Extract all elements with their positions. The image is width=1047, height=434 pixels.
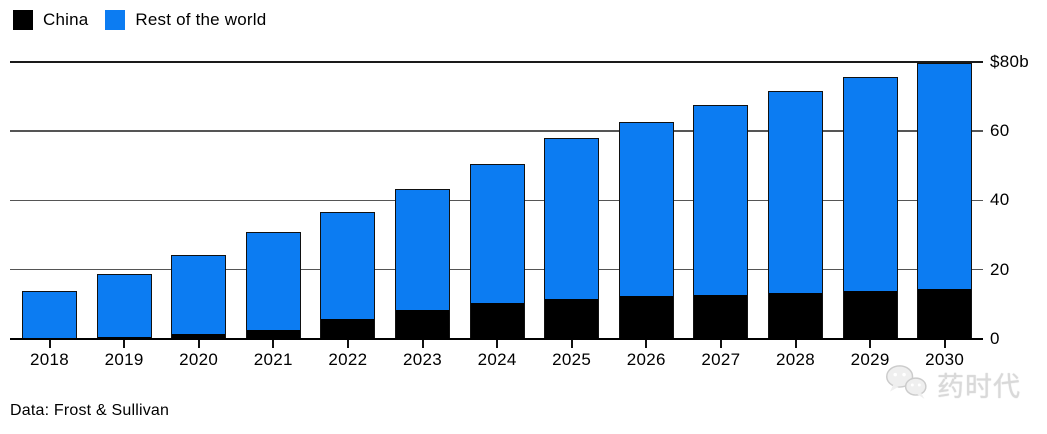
x-tick-2021 bbox=[272, 340, 275, 348]
x-axis-label-2027: 2027 bbox=[701, 350, 741, 369]
watermark-text: 药时代 bbox=[937, 372, 1021, 402]
bar-segment-china-2023 bbox=[396, 310, 449, 338]
bar-segment-china-2019 bbox=[97, 336, 151, 338]
bar-2023 bbox=[395, 188, 450, 339]
x-tick-2027 bbox=[719, 340, 722, 348]
bar-2027 bbox=[693, 104, 749, 339]
x-tick-2019 bbox=[123, 340, 126, 348]
y-axis-label-0: 0 bbox=[990, 329, 1000, 348]
y-axis-label-40: 40 bbox=[990, 190, 1010, 210]
bar-2024 bbox=[469, 164, 525, 339]
gridline-60 bbox=[10, 130, 983, 132]
x-tick-2029 bbox=[869, 340, 872, 348]
x-axis-label-2029: 2029 bbox=[850, 350, 890, 369]
x-tick-2025 bbox=[570, 340, 573, 348]
gridline-80 bbox=[10, 60, 983, 63]
bar-segment-china-2028 bbox=[769, 292, 822, 338]
bar-2021 bbox=[245, 231, 301, 339]
data-source: Data: Frost & Sullivan bbox=[10, 402, 170, 419]
bar-segment-china-2030 bbox=[918, 288, 972, 338]
y-axis-label-80: $80b bbox=[990, 51, 1030, 71]
x-axis-label-2024: 2024 bbox=[477, 350, 517, 369]
legend-label-china: China bbox=[43, 10, 89, 29]
wechat-icon bbox=[884, 362, 930, 407]
y-axis-label-20: 20 bbox=[990, 259, 1010, 279]
legend-label-rest-of-world: Rest of the world bbox=[135, 10, 267, 29]
x-axis-label-2018: 2018 bbox=[29, 350, 70, 369]
bar-segment-china-2021 bbox=[246, 330, 300, 338]
bar-segment-china-2026 bbox=[619, 296, 673, 338]
bar-2028 bbox=[768, 91, 823, 339]
x-tick-2018 bbox=[48, 340, 51, 348]
bar-segment-china-2027 bbox=[694, 294, 748, 338]
x-tick-2024 bbox=[496, 340, 499, 348]
x-axis-label-2022: 2022 bbox=[328, 350, 368, 369]
bar-segment-china-2025 bbox=[545, 298, 599, 338]
x-tick-2026 bbox=[645, 340, 648, 348]
rest-of-world-swatch bbox=[105, 10, 126, 30]
bar-2025 bbox=[544, 138, 600, 339]
bar-2022 bbox=[320, 212, 376, 339]
x-axis-label-2023: 2023 bbox=[402, 350, 443, 369]
legend: China Rest of the world bbox=[13, 10, 266, 30]
x-tick-2023 bbox=[421, 340, 424, 348]
x-axis-label-2026: 2026 bbox=[626, 350, 666, 369]
x-axis-label-2021: 2021 bbox=[253, 350, 293, 369]
bar-segment-china-2022 bbox=[321, 318, 375, 338]
legend-item-china: China bbox=[13, 10, 88, 30]
bar-2020 bbox=[171, 255, 227, 339]
x-axis-label-2019: 2019 bbox=[104, 350, 144, 369]
bar-segment-china-2029 bbox=[843, 291, 897, 338]
bar-2018 bbox=[22, 290, 77, 339]
bar-2019 bbox=[96, 274, 152, 339]
watermark: 药时代 bbox=[884, 362, 1021, 407]
x-tick-2030 bbox=[943, 340, 946, 348]
x-axis-label-2030: 2030 bbox=[925, 350, 965, 369]
x-tick-2028 bbox=[794, 340, 797, 348]
china-swatch bbox=[13, 10, 33, 30]
bar-2026 bbox=[618, 122, 674, 339]
bar-segment-china-2024 bbox=[470, 303, 524, 338]
bar-2030 bbox=[917, 63, 973, 339]
x-axis-label-2020: 2020 bbox=[179, 350, 219, 369]
x-axis-label-2025: 2025 bbox=[552, 350, 592, 369]
y-axis-label-60: 60 bbox=[990, 120, 1010, 140]
bar-segment-china-2020 bbox=[172, 334, 226, 338]
bar-2029 bbox=[842, 76, 898, 339]
x-axis-label-2028: 2028 bbox=[775, 350, 816, 369]
x-tick-2020 bbox=[197, 340, 200, 348]
x-tick-2022 bbox=[346, 340, 349, 348]
x-axis-baseline bbox=[10, 338, 983, 340]
legend-item-rest-of-world: Rest of the world bbox=[105, 10, 266, 30]
